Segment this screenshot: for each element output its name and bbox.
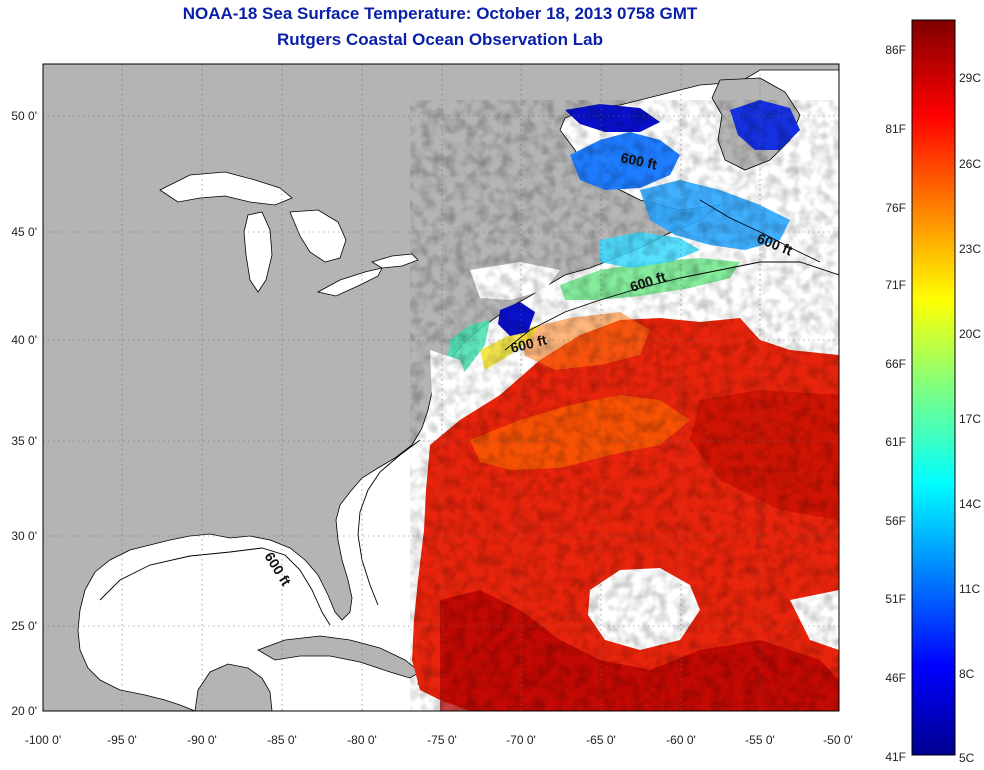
colorbar: 86F 81F 76F 71F 66F 61F 56F 51F 46F 41F … (885, 19, 981, 765)
map-frame (42, 63, 840, 712)
longitude-labels: -100 0' -95 0' -90 0' -85 0' -80 0' -75 … (25, 733, 853, 747)
lat-tick-label: 45 0' (11, 225, 37, 239)
lon-tick-label: -55 0' (745, 733, 775, 747)
colorbar-c-label: 17C (959, 412, 981, 426)
lake-erie (316, 267, 383, 297)
colorbar-c-label: 8C (959, 667, 975, 681)
colorbar-f-label: 76F (885, 201, 906, 215)
colorbar-c-label: 14C (959, 497, 981, 511)
colorbar-gradient (911, 19, 956, 756)
colorbar-f-label: 71F (885, 278, 906, 292)
contour-newfoundland-600ft (699, 199, 821, 263)
sst-texture (410, 100, 839, 711)
colorbar-f-label: 81F (885, 122, 906, 136)
colorbar-c-label: 23C (959, 242, 981, 256)
lat-tick-label: 40 0' (11, 333, 37, 347)
colorbar-c-label: 11C (959, 582, 980, 596)
lat-tick-label: 25 0' (11, 619, 37, 633)
map-title: NOAA-18 Sea Surface Temperature: October… (182, 4, 698, 23)
colorbar-f-label: 66F (885, 357, 906, 371)
colorbar-f-label: 41F (885, 750, 906, 764)
lake-huron (289, 209, 347, 263)
colorbar-f-label: 61F (885, 435, 906, 449)
lon-tick-label: -95 0' (107, 733, 137, 747)
lon-tick-label: -80 0' (347, 733, 377, 747)
contour-gulf-600ft (99, 547, 331, 626)
contour-label-labrador: 600 ft (619, 149, 658, 172)
contour-east-coast-600ft (357, 439, 421, 606)
lake-superior (159, 171, 293, 206)
contour-northeast-600ft (504, 261, 839, 351)
colorbar-c-label: 5C (959, 751, 975, 765)
map-subtitle: Rutgers Coastal Ocean Observation Lab (277, 30, 603, 49)
lat-tick-label: 20 0' (11, 704, 37, 718)
colorbar-f-label: 56F (885, 514, 906, 528)
lon-tick-label: -100 0' (25, 733, 61, 747)
colorbar-c-label: 26C (959, 157, 981, 171)
colorbar-f-label: 51F (885, 592, 906, 606)
lat-tick-label: 50 0' (11, 109, 37, 123)
colorbar-f-label: 46F (885, 671, 906, 685)
lon-tick-label: -85 0' (267, 733, 297, 747)
colorbar-f-label: 86F (885, 43, 906, 57)
colorbar-c-label: 29C (959, 71, 981, 85)
lon-tick-label: -70 0' (506, 733, 536, 747)
lat-tick-label: 30 0' (11, 529, 37, 543)
lon-tick-label: -50 0' (823, 733, 853, 747)
lake-michigan (243, 211, 273, 293)
lon-tick-label: -65 0' (586, 733, 616, 747)
lat-tick-label: 35 0' (11, 434, 37, 448)
lon-tick-label: -75 0' (427, 733, 457, 747)
lon-tick-label: -60 0' (666, 733, 696, 747)
latitude-labels: 50 0' 45 0' 40 0' 35 0' 30 0' 25 0' 20 0… (11, 109, 37, 718)
colorbar-c-label: 20C (959, 327, 981, 341)
lon-tick-label: -90 0' (187, 733, 217, 747)
